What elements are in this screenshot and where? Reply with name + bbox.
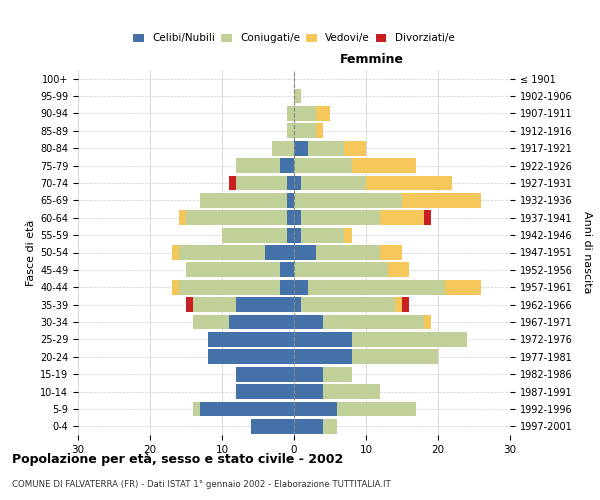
Bar: [186, 298, 193, 312]
Bar: [193, 298, 236, 312]
Bar: [388, 262, 409, 278]
Bar: [294, 332, 352, 347]
Bar: [294, 193, 402, 208]
Bar: [294, 350, 352, 364]
Bar: [294, 158, 352, 173]
Bar: [344, 228, 352, 242]
Bar: [294, 314, 323, 330]
Bar: [208, 350, 294, 364]
Bar: [287, 193, 294, 208]
Bar: [287, 124, 294, 138]
Y-axis label: Anni di nascita: Anni di nascita: [582, 211, 592, 294]
Text: Popolazione per età, sesso e stato civile - 2002: Popolazione per età, sesso e stato civil…: [12, 452, 343, 466]
Bar: [294, 419, 323, 434]
Bar: [294, 298, 301, 312]
Bar: [172, 280, 179, 294]
Bar: [294, 176, 301, 190]
Bar: [236, 367, 294, 382]
Bar: [186, 262, 280, 278]
Bar: [294, 280, 308, 294]
Bar: [424, 314, 431, 330]
Bar: [229, 176, 236, 190]
Bar: [172, 245, 179, 260]
Bar: [402, 298, 409, 312]
Bar: [352, 350, 438, 364]
Bar: [402, 193, 481, 208]
Text: Femmine: Femmine: [340, 54, 404, 66]
Bar: [193, 402, 200, 416]
Bar: [323, 419, 337, 434]
Bar: [323, 384, 380, 399]
Text: COMUNE DI FALVATERRA (FR) - Dati ISTAT 1° gennaio 2002 - Elaborazione TUTTITALIA: COMUNE DI FALVATERRA (FR) - Dati ISTAT 1…: [12, 480, 391, 489]
Bar: [316, 106, 330, 121]
Bar: [236, 298, 294, 312]
Bar: [301, 210, 380, 225]
Bar: [200, 402, 294, 416]
Bar: [301, 176, 366, 190]
Bar: [265, 245, 294, 260]
Bar: [200, 193, 287, 208]
Legend: Celibi/Nubili, Coniugati/e, Vedovi/e, Divorziati/e: Celibi/Nubili, Coniugati/e, Vedovi/e, Di…: [131, 32, 457, 46]
Bar: [236, 158, 280, 173]
Bar: [337, 402, 416, 416]
Bar: [294, 124, 316, 138]
Bar: [294, 384, 323, 399]
Bar: [294, 141, 308, 156]
Bar: [424, 210, 431, 225]
Bar: [323, 367, 352, 382]
Bar: [294, 88, 301, 104]
Bar: [251, 419, 294, 434]
Bar: [395, 298, 402, 312]
Bar: [380, 245, 402, 260]
Bar: [323, 314, 424, 330]
Bar: [316, 245, 380, 260]
Bar: [280, 262, 294, 278]
Bar: [294, 262, 388, 278]
Bar: [380, 210, 424, 225]
Bar: [280, 158, 294, 173]
Bar: [287, 176, 294, 190]
Bar: [179, 280, 280, 294]
Bar: [294, 245, 316, 260]
Bar: [179, 245, 265, 260]
Bar: [301, 228, 344, 242]
Bar: [179, 210, 186, 225]
Bar: [222, 228, 287, 242]
Bar: [308, 141, 344, 156]
Bar: [193, 314, 229, 330]
Bar: [294, 367, 323, 382]
Bar: [287, 106, 294, 121]
Bar: [366, 176, 452, 190]
Bar: [294, 228, 301, 242]
Bar: [229, 314, 294, 330]
Bar: [445, 280, 481, 294]
Bar: [294, 210, 301, 225]
Bar: [352, 158, 416, 173]
Bar: [352, 332, 467, 347]
Bar: [308, 280, 445, 294]
Bar: [287, 210, 294, 225]
Y-axis label: Fasce di età: Fasce di età: [26, 220, 36, 286]
Bar: [186, 210, 287, 225]
Bar: [236, 176, 287, 190]
Bar: [294, 402, 337, 416]
Bar: [344, 141, 366, 156]
Bar: [208, 332, 294, 347]
Bar: [301, 298, 395, 312]
Bar: [280, 280, 294, 294]
Bar: [287, 228, 294, 242]
Bar: [316, 124, 323, 138]
Bar: [294, 106, 316, 121]
Bar: [236, 384, 294, 399]
Bar: [272, 141, 294, 156]
